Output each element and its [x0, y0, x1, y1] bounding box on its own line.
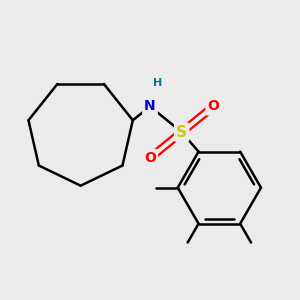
- Text: O: O: [208, 99, 219, 113]
- Text: H: H: [153, 78, 163, 88]
- Text: S: S: [176, 125, 187, 140]
- Text: O: O: [144, 151, 156, 165]
- Text: N: N: [144, 99, 156, 113]
